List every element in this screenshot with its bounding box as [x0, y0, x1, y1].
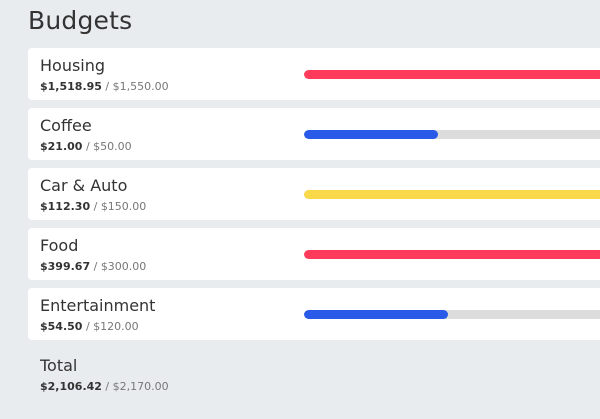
budget-row-coffee[interactable]: Coffee $21.00 / $50.00: [28, 108, 600, 160]
amount-separator: /: [101, 380, 113, 393]
amount-separator: /: [101, 80, 113, 93]
budget-limit: $50.00: [93, 140, 132, 153]
total-spent: $2,106.42: [40, 380, 102, 393]
budget-limit: $1,550.00: [112, 80, 169, 93]
budget-amounts: $1,518.95 / $1,550.00: [40, 80, 169, 93]
total-label: Total: [40, 356, 78, 375]
budget-amounts: $399.67 / $300.00: [40, 260, 146, 273]
budget-spent: $112.30: [40, 200, 91, 213]
budget-spent: $54.50: [40, 320, 83, 333]
budget-amounts: $54.50 / $120.00: [40, 320, 139, 333]
amount-separator: /: [82, 320, 94, 333]
progress-bar-track: [304, 310, 600, 319]
budget-name: Housing: [40, 56, 106, 75]
page-title: Budgets: [28, 6, 133, 35]
progress-bar-fill: [304, 190, 600, 199]
progress-bar-fill: [304, 130, 439, 139]
amount-separator: /: [90, 260, 101, 273]
budget-limit: $150.00: [100, 200, 147, 213]
amount-separator: /: [82, 140, 94, 153]
budget-spent: $1,518.95: [40, 80, 102, 93]
progress-bar-track: [304, 190, 600, 199]
progress-bar-fill: [304, 310, 448, 319]
budget-spent: $399.67: [40, 260, 91, 273]
budget-list: Housing $1,518.95 / $1,550.00 Coffee $21…: [28, 48, 600, 348]
budget-limit: $120.00: [93, 320, 139, 333]
total-amounts: $2,106.42 / $2,170.00: [40, 380, 169, 393]
budget-name: Food: [40, 236, 79, 255]
total-limit: $2,170.00: [112, 380, 169, 393]
budget-row-entertainment[interactable]: Entertainment $54.50 / $120.00: [28, 288, 600, 340]
progress-bar-fill: [304, 70, 600, 79]
budget-name: Entertainment: [40, 296, 156, 315]
total-row: Total $2,106.42 / $2,170.00: [28, 348, 600, 400]
amount-separator: /: [90, 200, 101, 213]
budget-amounts: $112.30 / $150.00: [40, 200, 146, 213]
budget-row-housing[interactable]: Housing $1,518.95 / $1,550.00: [28, 48, 600, 100]
progress-bar-track: [304, 70, 600, 79]
budget-row-food[interactable]: Food $399.67 / $300.00: [28, 228, 600, 280]
progress-bar-fill: [304, 250, 600, 259]
budget-row-car-auto[interactable]: Car & Auto $112.30 / $150.00: [28, 168, 600, 220]
budget-name: Coffee: [40, 116, 92, 135]
budget-limit: $300.00: [100, 260, 147, 273]
budget-amounts: $21.00 / $50.00: [40, 140, 132, 153]
progress-bar-track: [304, 250, 600, 259]
budget-name: Car & Auto: [40, 176, 128, 195]
budget-spent: $21.00: [40, 140, 83, 153]
progress-bar-track: [304, 130, 600, 139]
